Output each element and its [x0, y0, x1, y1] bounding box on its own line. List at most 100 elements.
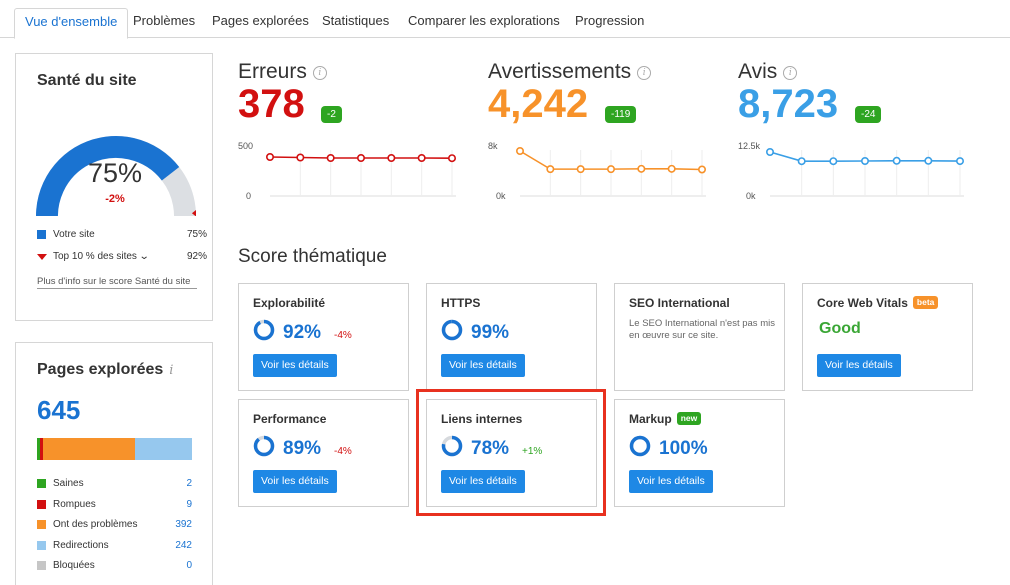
pages-legend-item: Saines 2	[37, 477, 192, 491]
crawled-pages-count[interactable]: 645	[37, 395, 81, 425]
warnings-label: Avertissements	[488, 60, 632, 83]
series-point[interactable]	[296, 153, 305, 162]
info-icon[interactable]: i	[312, 66, 327, 80]
score-ring-icon	[441, 435, 463, 457]
legend-label: Redirections	[53, 539, 109, 551]
notices-label: Avis	[738, 60, 778, 83]
series-point[interactable]	[698, 165, 707, 174]
new-badge: new	[676, 412, 702, 425]
series-point[interactable]	[387, 153, 396, 162]
site-health-percent: 75%	[87, 158, 143, 188]
notices-delta-badge: -24	[855, 106, 882, 123]
card-title: Explorabilité	[253, 296, 326, 310]
series-point[interactable]	[924, 156, 933, 165]
site-health-title: Santé du site	[37, 72, 137, 89]
card-title-wrap: Core Web Vitals beta	[817, 296, 939, 310]
crawled-pages-title: Pages explorées	[37, 361, 164, 378]
series-point[interactable]	[576, 165, 585, 174]
notices-value[interactable]: 8,723	[738, 82, 839, 126]
view-details-button[interactable]: Voir les détails	[441, 470, 525, 493]
series-point[interactable]	[892, 156, 901, 165]
pages-legend-item: Bloquées 0	[37, 559, 192, 573]
series-point[interactable]	[546, 165, 555, 174]
card-title-wrap: Markup new	[629, 412, 702, 426]
series-point[interactable]	[607, 165, 616, 174]
y-min-tick: 0	[246, 191, 251, 200]
score-ring-icon	[253, 319, 275, 341]
legend-value[interactable]: 0	[186, 560, 192, 571]
series-point[interactable]	[667, 164, 676, 173]
top10-triangle-icon	[37, 254, 47, 260]
view-details-button[interactable]: Voir les détails	[441, 354, 525, 377]
info-icon[interactable]: i	[169, 363, 174, 378]
thematic-card-internal-links: Liens internes 78% +1% Voir les détails	[426, 399, 597, 507]
tab-overview[interactable]: Vue d'ensemble	[14, 8, 129, 39]
crawled-pages-bar	[37, 438, 192, 460]
pages-legend-item: Ont des problèmes 392	[37, 518, 192, 532]
info-icon[interactable]: i	[783, 66, 798, 80]
warnings-value[interactable]: 4,242	[488, 82, 589, 126]
series-point[interactable]	[829, 157, 838, 166]
view-details-button[interactable]: Voir les détails	[817, 354, 901, 377]
chevron-down-icon[interactable]: ⌄	[138, 251, 150, 262]
more-info-link[interactable]: Plus d'info sur le score Santé du site	[37, 276, 197, 289]
your-site-label: Votre site	[53, 229, 95, 240]
score-ring-icon	[629, 435, 651, 457]
ring-fill	[441, 435, 463, 457]
score-ring-icon	[441, 319, 463, 341]
series-point[interactable]	[448, 154, 457, 163]
your-site-value: 75%	[186, 229, 207, 240]
top10-label-wrap: Top 10 % des sites ⌄	[53, 250, 150, 264]
legend-swatch	[37, 479, 46, 488]
tab-issues[interactable]: Problèmes	[133, 13, 196, 28]
tab-bar: Vue d'ensemble Problèmes Pages explorées…	[0, 0, 1010, 39]
series-point[interactable]	[417, 153, 426, 162]
crawled-pages-title-wrap: Pages explorées i	[37, 361, 173, 379]
series-point[interactable]	[797, 157, 806, 166]
site-health-card: Santé du site 75% -2% Votre site 75% Top…	[15, 53, 213, 321]
series-point[interactable]	[956, 157, 965, 166]
legend-swatch	[37, 520, 46, 529]
card-title: Performance	[253, 412, 327, 426]
series-point[interactable]	[861, 156, 870, 165]
thematic-card-international-seo: SEO International Le SEO International n…	[614, 283, 785, 391]
view-details-button[interactable]: Voir les détails	[253, 470, 337, 493]
card-title: Liens internes	[441, 412, 523, 426]
ring-fill	[441, 319, 463, 341]
view-details-button[interactable]: Voir les détails	[629, 470, 713, 493]
series-point[interactable]	[765, 148, 774, 157]
errors-sparkline: 500 0	[238, 141, 457, 200]
legend-label: Ont des problèmes	[53, 519, 138, 530]
legend-value[interactable]: 392	[175, 519, 192, 530]
legend-value[interactable]: 2	[186, 478, 192, 489]
legend-value[interactable]: 242	[175, 539, 192, 551]
tab-progress[interactable]: Progression	[575, 13, 645, 28]
warnings-label-wrap: Avertissements i	[488, 60, 652, 84]
card-delta: +1%	[522, 446, 543, 457]
card-description: Le SEO International n'est pas mis en œu…	[629, 318, 775, 341]
series-point[interactable]	[515, 147, 524, 156]
thematic-score-title: Score thématique	[238, 246, 387, 267]
tab-crawled-pages[interactable]: Pages explorées	[212, 13, 309, 28]
legend-value[interactable]: 9	[186, 498, 192, 510]
tab-compare-crawls[interactable]: Comparer les explorations	[408, 13, 560, 28]
top10-marker-icon	[191, 209, 196, 216]
legend-top10[interactable]: Top 10 % des sites ⌄ 92%	[37, 250, 207, 264]
site-health-gauge	[36, 136, 196, 216]
notices-sparkline: 12.5k 0k	[738, 141, 965, 200]
series-point[interactable]	[326, 153, 335, 162]
series-point[interactable]	[265, 153, 274, 162]
errors-value[interactable]: 378	[238, 82, 305, 126]
info-icon[interactable]: i	[637, 66, 652, 80]
legend-your-site: Votre site 75%	[37, 228, 207, 242]
pages-bar-segment	[37, 438, 41, 460]
legend-swatch	[37, 499, 46, 509]
legend-swatch	[37, 561, 46, 570]
tab-statistics[interactable]: Statistiques	[322, 13, 390, 28]
series-point[interactable]	[637, 164, 646, 173]
card-percent: 89%	[283, 438, 322, 459]
pages-bar-segment	[40, 438, 44, 460]
y-max-tick: 12.5k	[738, 141, 761, 151]
series-point[interactable]	[357, 153, 366, 162]
view-details-button[interactable]: Voir les détails	[253, 354, 337, 377]
